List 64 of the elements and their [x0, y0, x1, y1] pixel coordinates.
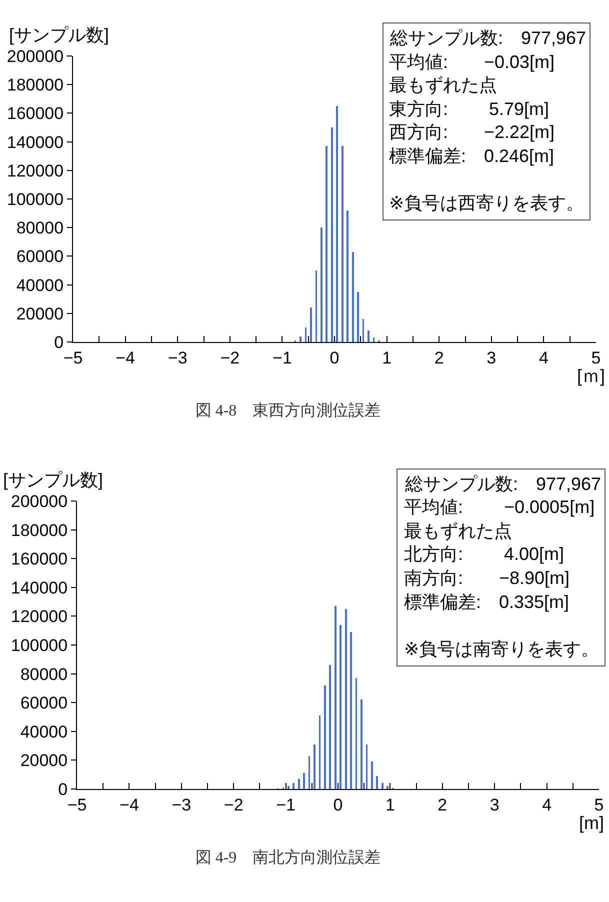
- x-tick-label: 1: [382, 348, 392, 368]
- y-tick-label: 180000: [6, 76, 64, 95]
- annotation: 平均値: −0.0005[m]: [404, 497, 595, 517]
- y-tick-label: 140000: [6, 132, 64, 152]
- y-tick-label: 40000: [20, 722, 68, 742]
- y-tick-label: 120000: [6, 161, 64, 180]
- annotation: 東方向: 5.79[m]: [389, 99, 550, 119]
- annotation: 南方向: −8.90[m]: [404, 568, 570, 588]
- y-tick-label: 80000: [20, 664, 68, 684]
- annotation: ※負号は南寄りを表す。: [404, 639, 600, 659]
- annotation: 標準偏差: 0.335[m]: [404, 592, 570, 612]
- y-tick-label: 60000: [20, 694, 68, 713]
- x-tick-label: 3: [490, 795, 500, 814]
- y-tick-label: 160000: [6, 104, 64, 124]
- y-tick-label: 140000: [10, 578, 68, 598]
- annotation: 平均値: −0.03[m]: [389, 52, 555, 72]
- x-tick-label: 2: [434, 348, 444, 368]
- y-tick-label: 60000: [16, 247, 64, 266]
- y-tick-label: 200000: [10, 492, 68, 511]
- x-tick-label: 4: [542, 795, 552, 814]
- x-tick-label: −3: [168, 348, 188, 368]
- x-tick-label: −4: [120, 795, 139, 814]
- x-tick-label: 5: [594, 795, 604, 814]
- x-tick-label: 3: [486, 348, 496, 368]
- y-tick-label: 40000: [16, 276, 64, 295]
- text: 総サンプル数: 977,967: [404, 474, 602, 494]
- y-tick-label: 160000: [10, 550, 68, 569]
- x-tick-label: −3: [172, 795, 192, 814]
- annotation: ※負号は西寄りを表す。: [389, 193, 584, 213]
- x-tick-label: −2: [224, 795, 244, 814]
- x-tick-label: 4: [538, 348, 548, 368]
- text: 総サンプル数: 977,967: [389, 28, 586, 48]
- annotation: 西方向: −2.22[m]: [389, 122, 555, 142]
- y-tick-label: 20000: [20, 751, 68, 770]
- x-tick-label: 0: [333, 795, 343, 814]
- y-axis-title: [サンプル数]: [9, 25, 110, 45]
- y-tick-label: 80000: [16, 218, 64, 238]
- x-tick-label: −1: [276, 795, 296, 814]
- annotation: 標準偏差: 0.246[m]: [389, 146, 554, 166]
- y-tick-label: 0: [54, 332, 64, 352]
- y-tick-label: 20000: [16, 304, 64, 324]
- x-tick-label: −4: [116, 348, 135, 368]
- text: 図 4-8 東西方向測位誤差: [195, 402, 381, 420]
- x-tick-label: −5: [63, 348, 83, 368]
- x-tick-label: 2: [438, 795, 448, 814]
- y-tick-label: 100000: [6, 190, 64, 209]
- y-tick-label: 180000: [10, 520, 68, 540]
- x-tick-label: 1: [385, 795, 395, 814]
- text: 図 4-9 南北方向測位誤差: [195, 848, 381, 867]
- y-tick-label: 120000: [10, 607, 68, 626]
- annotation: 北方向: 4.00[m]: [404, 544, 564, 564]
- x-axis-title: [m]: [579, 813, 604, 833]
- annotation: 最もずれた点: [404, 521, 512, 541]
- x-tick-label: 0: [330, 348, 340, 368]
- x-tick-label: 5: [591, 348, 601, 368]
- y-axis-title: [サンプル数]: [3, 470, 104, 490]
- x-tick-label: −1: [272, 348, 292, 368]
- x-axis-title: [ｍ]: [577, 366, 606, 386]
- x-tick-label: −5: [67, 795, 87, 814]
- x-tick-label: −2: [220, 348, 240, 368]
- y-tick-label: 0: [58, 780, 68, 799]
- annotation: 最もずれた点: [389, 75, 497, 95]
- y-tick-label: 200000: [6, 46, 64, 66]
- y-tick-label: 100000: [10, 636, 68, 655]
